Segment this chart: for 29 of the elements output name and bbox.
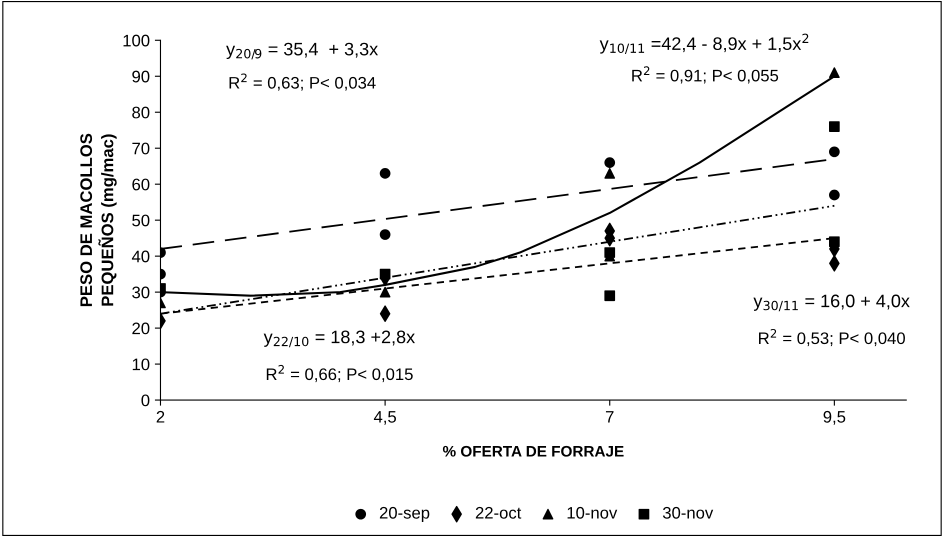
legend-label: 30-nov	[662, 506, 714, 519]
y-tick-label: 60	[132, 178, 150, 190]
annotation: y$_{22/10}$ = 18,3 +2,8x	[264, 330, 415, 348]
y-tick-label: 70	[132, 142, 150, 154]
annotation: y$_{10/11}$ =42,4 - 8,9x + 1,5x$^{2}$	[600, 34, 808, 54]
y-tick-label: 80	[132, 106, 150, 118]
annotation: y$_{20/9}$ = 35,4 + 3,3x	[226, 42, 378, 60]
y-tick-label: 100	[124, 34, 150, 46]
legend-label: 22-oct	[476, 506, 522, 519]
annotation: R$^{2}$ = 0,63; P< 0,034	[230, 73, 376, 91]
y-tick-label: 40	[132, 250, 150, 262]
y-tick-label: 30	[132, 286, 150, 298]
y-tick-label: 10	[132, 358, 150, 370]
y-tick-label: 20	[132, 322, 150, 334]
legend-label: 20-sep	[380, 506, 430, 522]
x-axis-title: % OFERTA DE FORRAJE	[442, 446, 624, 457]
y-tick-label: 0	[141, 394, 150, 406]
annotation: R$^{2}$ = 0,53; P< 0,040	[759, 328, 905, 346]
x-tick-label: 2	[156, 410, 164, 423]
x-tick-label: 9,5	[824, 410, 846, 425]
x-tick-label: 7	[606, 411, 614, 423]
y-tick-label: 50	[132, 214, 150, 226]
annotation: y$_{30/11}$ = 16,0 + 4,0x	[753, 294, 910, 312]
x-tick-label: 4,5	[374, 411, 396, 425]
y-axis-title: PESO DE MACOLLOS PEQUEÑOS (mg/mac)	[80, 134, 117, 306]
y-tick-label: 90	[132, 70, 150, 82]
annotation: R$^{2}$ = 0,66; P< 0,015	[266, 364, 413, 382]
annotation: R$^{2}$ = 0,91; P< 0,055	[632, 66, 778, 84]
legend-label: 10-nov	[568, 506, 618, 519]
